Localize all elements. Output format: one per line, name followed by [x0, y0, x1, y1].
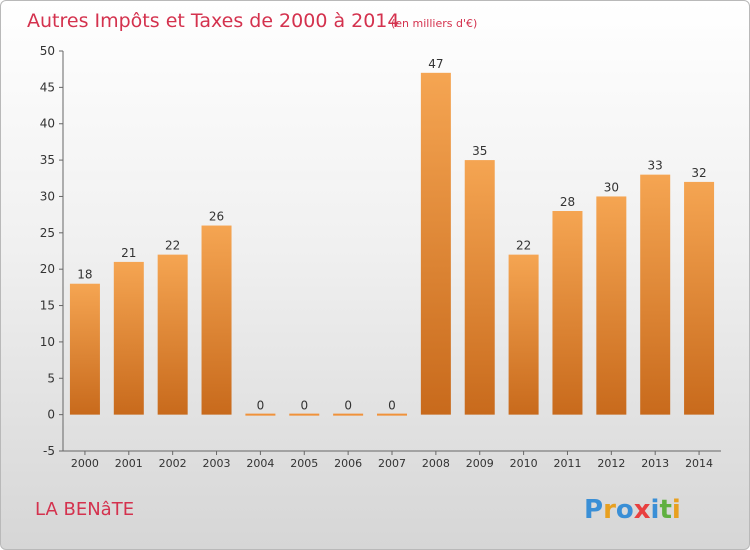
- place-name: LA BENâTE: [35, 499, 134, 520]
- bar: [289, 413, 320, 416]
- y-tick-label: -5: [43, 444, 55, 458]
- x-tick-label: 2002: [159, 457, 187, 470]
- bar: [245, 413, 276, 416]
- bar: [377, 413, 407, 416]
- bar-value-label: 0: [344, 399, 352, 413]
- bar: [333, 413, 364, 416]
- bar: [464, 160, 495, 415]
- y-tick-label: 0: [47, 408, 55, 422]
- bar-value-label: 28: [560, 195, 575, 209]
- bar: [508, 254, 539, 415]
- bar-value-label: 21: [121, 246, 136, 260]
- x-tick-label: 2009: [466, 457, 494, 470]
- y-tick-label: 35: [40, 153, 55, 167]
- bar: [157, 254, 188, 415]
- y-tick-label: 30: [40, 189, 55, 203]
- bar-value-label: 26: [209, 210, 224, 224]
- chart-subtitle: (en milliers d'€): [391, 17, 477, 30]
- bar: [113, 261, 144, 415]
- bar-value-label: 35: [472, 144, 487, 158]
- bar-value-label: 47: [428, 57, 443, 71]
- bar: [596, 196, 627, 415]
- x-tick-label: 2008: [422, 457, 450, 470]
- y-tick-label: 10: [40, 335, 55, 349]
- bar: [201, 225, 232, 415]
- bar-value-label: 0: [300, 399, 308, 413]
- bar: [640, 174, 671, 415]
- x-tick-label: 2006: [334, 457, 362, 470]
- y-tick-label: 40: [40, 117, 55, 131]
- x-tick-label: 2004: [246, 457, 274, 470]
- y-tick-label: 45: [40, 80, 55, 94]
- logo-letter: o: [616, 495, 634, 525]
- x-tick-label: 2014: [685, 457, 713, 470]
- x-tick-label: 2010: [510, 457, 538, 470]
- bar-value-label: 33: [648, 159, 663, 173]
- bar: [552, 211, 583, 415]
- logo-letter: P: [584, 495, 603, 525]
- x-tick-label: 2013: [641, 457, 669, 470]
- x-tick-label: 2007: [378, 457, 406, 470]
- x-tick-label: 2003: [203, 457, 231, 470]
- x-tick-label: 2000: [71, 457, 99, 470]
- y-tick-label: 50: [40, 44, 55, 58]
- bar: [684, 181, 715, 415]
- bar-value-label: 0: [388, 399, 396, 413]
- bar: [69, 283, 100, 415]
- logo-letter: r: [603, 495, 616, 525]
- bar-value-label: 30: [604, 180, 619, 194]
- bar-value-label: 18: [77, 268, 92, 282]
- bar-value-label: 32: [691, 166, 706, 180]
- x-tick-label: 2012: [597, 457, 625, 470]
- logo-letter: x: [634, 495, 651, 525]
- axes: -5 0 5 10 15 20 25 30 35 40 45 50 2000 2001 2002 2003 20…: [40, 44, 721, 470]
- y-tick-label: 15: [40, 299, 55, 313]
- logo-letter: i: [672, 495, 681, 525]
- logo-letter: t: [659, 495, 671, 525]
- bars: 18 21 22 26 0 0 0 0 47 35 22 28 30 33 32: [69, 57, 715, 416]
- x-tick-label: 2005: [290, 457, 318, 470]
- x-tick-label: 2001: [115, 457, 143, 470]
- logo-letter: i: [651, 495, 660, 525]
- x-tick-label: 2011: [553, 457, 581, 470]
- y-tick-label: 5: [47, 371, 55, 385]
- bar: [420, 72, 451, 415]
- bar-value-label: 0: [257, 399, 265, 413]
- bar-value-label: 22: [165, 239, 180, 253]
- chart-title: Autres Impôts et Taxes de 2000 à 2014: [27, 10, 400, 32]
- proxiti-logo: Proxiti: [584, 495, 681, 525]
- y-tick-label: 20: [40, 262, 55, 276]
- y-tick-label: 25: [40, 226, 55, 240]
- bar-value-label: 22: [516, 239, 531, 253]
